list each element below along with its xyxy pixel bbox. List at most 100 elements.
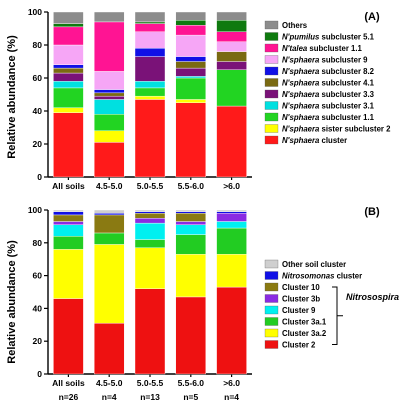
bar-segment (216, 221, 247, 229)
panel-b-bars (53, 209, 247, 375)
bar-segment (93, 322, 125, 375)
bar-segment (134, 222, 166, 240)
legend-label: Cluster 3a.1 (282, 318, 327, 327)
legend-label: N'sphaera sister subcluster 2 (282, 125, 391, 134)
bar-segment (134, 217, 166, 224)
bar-segment (93, 21, 125, 72)
panel-a-ylabel: Relative abundance (%) (6, 35, 18, 159)
bar-segment (175, 11, 207, 21)
bar-segment (93, 213, 125, 216)
bar-segment (53, 211, 84, 216)
bar-segment (93, 209, 125, 214)
legend-swatch (264, 317, 279, 326)
legend-label: N'sphaera subcluster 1.1 (282, 113, 375, 122)
legend-label: N'sphaera subcluster 3.3 (282, 90, 375, 99)
legend-label: Cluster 2 (282, 341, 316, 350)
bar-segment (175, 224, 207, 235)
legend-swatch (264, 135, 279, 145)
y-tick-label: 60 (33, 73, 43, 83)
bar-segment (53, 224, 84, 237)
legend-label: Other soil cluster (282, 260, 346, 269)
panel-b-legend: Other soil cluster Nitrosomonas cluster Cl… (264, 259, 362, 350)
bar-segment (216, 69, 247, 107)
panel-a-label: (A) (364, 11, 380, 23)
bar-segment (216, 254, 247, 288)
bar-segment (175, 102, 207, 178)
y-tick-label: 20 (33, 139, 43, 149)
bar-segment (175, 34, 207, 57)
x-tick-label: 5.0-5.5 (137, 378, 164, 388)
bar-segment (53, 23, 84, 28)
bar-segment (134, 239, 166, 248)
y-tick-label: 0 (37, 369, 42, 379)
panel-a-legend: Others N'pumilus subcluster 5.1 N'talea su… (264, 20, 391, 145)
bar-segment (93, 99, 125, 115)
bar-segment (216, 227, 247, 255)
legend-swatch (264, 271, 279, 280)
legend-swatch (264, 305, 279, 315)
bar-segment (134, 209, 166, 212)
bar-segment (134, 21, 166, 24)
bar-segment (216, 105, 247, 178)
bar-segment (134, 247, 166, 289)
bar-segment (175, 76, 207, 79)
bar-segment (93, 214, 125, 234)
y-tick-label: 60 (33, 271, 43, 281)
bar-segment (93, 114, 125, 132)
bar-segment (216, 286, 247, 375)
bar-segment (134, 95, 166, 100)
bar-segment (175, 99, 207, 103)
bar-segment (53, 214, 84, 222)
bar-segment (93, 71, 125, 90)
panel-b: (B) Relative abundance (%) 0 20 40 60 80 100 A… (6, 205, 399, 402)
bar-segment (175, 296, 207, 375)
bar-segment (93, 92, 125, 97)
legend-swatch (264, 89, 279, 99)
legend-label: N'sphaera subcluster 8.2 (282, 67, 375, 76)
bar-segment (134, 81, 166, 89)
bar-segment (175, 213, 207, 222)
y-tick-label: 100 (28, 7, 42, 17)
y-tick-label: 80 (33, 238, 43, 248)
legend-swatch (264, 259, 279, 269)
x-tick-label: >6.0 (223, 378, 240, 388)
panel-a-bars (53, 11, 247, 178)
legend-label: N'pumilus subcluster 5.1 (282, 33, 375, 42)
bar-segment (216, 211, 247, 214)
bar-segment (93, 130, 125, 143)
bar-segment (53, 44, 84, 65)
nitrosospira-bracket-label: Nitrosospira (346, 292, 399, 302)
bar-segment (53, 298, 84, 375)
x-tick-label: 5.5-6.0 (178, 181, 205, 191)
sample-size-label: n=26 (59, 392, 79, 402)
y-tick-label: 40 (33, 106, 43, 116)
legend-swatch (264, 328, 279, 338)
bar-segment (175, 234, 207, 255)
y-tick-label: 0 (37, 172, 42, 182)
bar-segment (175, 77, 207, 100)
bar-segment (53, 81, 84, 89)
bar-segment (93, 244, 125, 324)
legend-label: Nitrosomonas cluster (282, 272, 362, 281)
bar-segment (134, 48, 166, 57)
bar-segment (175, 20, 207, 26)
legend-label: Cluster 3a.2 (282, 329, 327, 338)
bar-segment (53, 11, 84, 24)
bar-segment (93, 89, 125, 94)
bar-segment (216, 209, 247, 212)
bar-segment (93, 95, 125, 100)
legend-label: N'sphaera cluster (282, 136, 347, 145)
bar-segment (175, 221, 207, 225)
bar-segment (134, 87, 166, 97)
bar-segment (53, 87, 84, 108)
y-tick-label: 40 (33, 303, 43, 313)
bar-segment (175, 67, 207, 77)
sample-size-label: n=4 (224, 392, 239, 402)
y-tick-label: 100 (28, 205, 42, 215)
x-tick-label: >6.0 (223, 181, 240, 191)
x-tick-label: 5.5-6.0 (178, 378, 205, 388)
bar-segment (134, 23, 166, 32)
bar-segment (53, 107, 84, 113)
bar-segment (216, 11, 247, 21)
legend-label: Cluster 3b (282, 295, 320, 304)
